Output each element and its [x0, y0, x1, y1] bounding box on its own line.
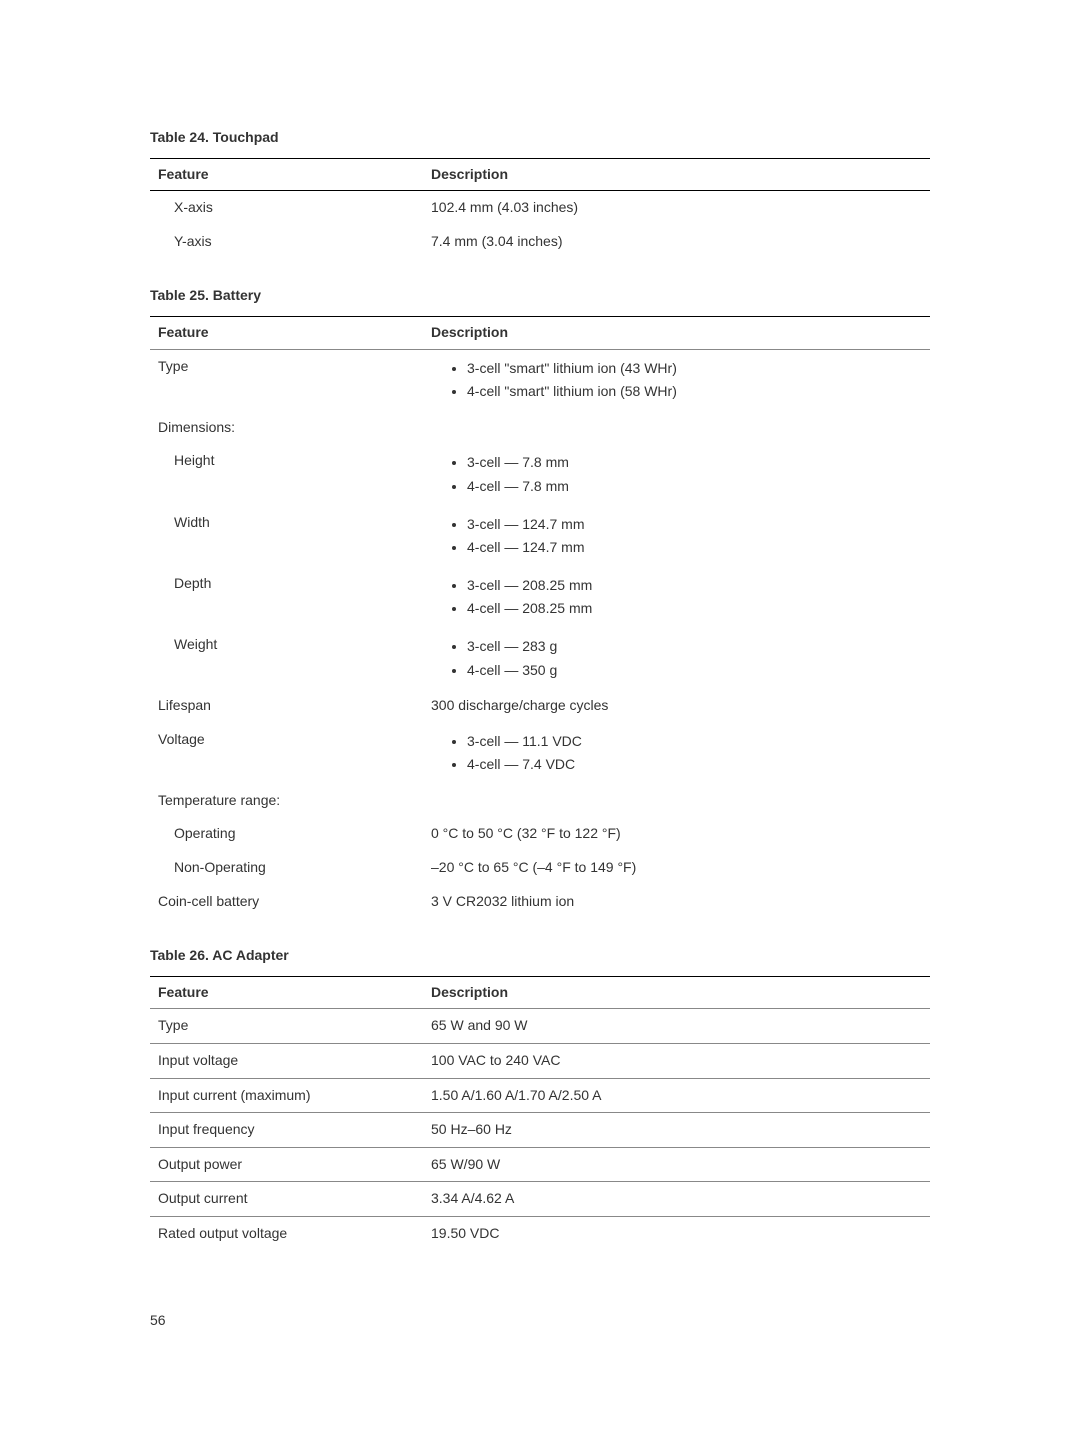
th-feature: Feature: [150, 158, 423, 191]
th-desc: Description: [423, 158, 930, 191]
table-row: Lifespan300 discharge/charge cycles: [150, 689, 930, 723]
cell-feature: Height: [150, 444, 423, 505]
table-title-adapter: Table 26. AC Adapter: [150, 946, 930, 966]
table-title-touchpad: Table 24. Touchpad: [150, 128, 930, 148]
page-number: 56: [150, 1311, 930, 1331]
cell-feature: Input current (maximum): [150, 1078, 423, 1113]
bullet-item: 4-cell — 208.25 mm: [467, 597, 922, 621]
cell-desc: [423, 784, 930, 818]
table-row: Input voltage100 VAC to 240 VAC: [150, 1044, 930, 1079]
cell-feature: X-axis: [150, 191, 423, 225]
table-row: Coin-cell battery3 V CR2032 lithium ion: [150, 885, 930, 919]
cell-desc: 0 °C to 50 °C (32 °F to 122 °F): [423, 817, 930, 851]
bullet-item: 3-cell — 7.8 mm: [467, 451, 922, 475]
bullet-item: 4-cell — 350 g: [467, 659, 922, 683]
bullet-list: 3-cell "smart" lithium ion (43 WHr)4-cel…: [431, 357, 922, 404]
cell-feature: Depth: [150, 567, 423, 628]
cell-desc: 65 W/90 W: [423, 1147, 930, 1182]
table-row: Height3-cell — 7.8 mm4-cell — 7.8 mm: [150, 444, 930, 505]
cell-desc: 3-cell — 283 g4-cell — 350 g: [423, 628, 930, 689]
cell-feature: Weight: [150, 628, 423, 689]
table-row: Rated output voltage19.50 VDC: [150, 1217, 930, 1251]
bullet-item: 4-cell — 7.4 VDC: [467, 753, 922, 777]
th-feature: Feature: [150, 976, 423, 1009]
cell-desc: 7.4 mm (3.04 inches): [423, 225, 930, 259]
cell-desc: [423, 411, 930, 445]
table-row: Input frequency50 Hz–60 Hz: [150, 1113, 930, 1148]
table-row: Type3-cell "smart" lithium ion (43 WHr)4…: [150, 349, 930, 411]
table-row: X-axis102.4 mm (4.03 inches): [150, 191, 930, 225]
table-row: Operating0 °C to 50 °C (32 °F to 122 °F): [150, 817, 930, 851]
table-row: Output power65 W/90 W: [150, 1147, 930, 1182]
cell-desc: 3.34 A/4.62 A: [423, 1182, 930, 1217]
bullet-item: 4-cell — 7.8 mm: [467, 475, 922, 499]
cell-desc: 3 V CR2032 lithium ion: [423, 885, 930, 919]
table-row: Output current3.34 A/4.62 A: [150, 1182, 930, 1217]
cell-desc: 3-cell — 208.25 mm4-cell — 208.25 mm: [423, 567, 930, 628]
bullet-item: 4-cell — 124.7 mm: [467, 536, 922, 560]
cell-desc: 3-cell — 11.1 VDC4-cell — 7.4 VDC: [423, 723, 930, 784]
cell-desc: 3-cell "smart" lithium ion (43 WHr)4-cel…: [423, 349, 930, 411]
table-row: Voltage3-cell — 11.1 VDC4-cell — 7.4 VDC: [150, 723, 930, 784]
cell-desc: 19.50 VDC: [423, 1217, 930, 1251]
table-row: Depth3-cell — 208.25 mm4-cell — 208.25 m…: [150, 567, 930, 628]
table-battery: Feature Description Type3-cell "smart" l…: [150, 316, 930, 918]
cell-desc: 50 Hz–60 Hz: [423, 1113, 930, 1148]
table-adapter: Feature Description Type65 W and 90 WInp…: [150, 976, 930, 1251]
cell-feature: Input frequency: [150, 1113, 423, 1148]
cell-feature: Input voltage: [150, 1044, 423, 1079]
cell-desc: 102.4 mm (4.03 inches): [423, 191, 930, 225]
cell-desc: 1.50 A/1.60 A/1.70 A/2.50 A: [423, 1078, 930, 1113]
cell-desc: 3-cell — 124.7 mm4-cell — 124.7 mm: [423, 506, 930, 567]
table-touchpad: Feature Description X-axis102.4 mm (4.03…: [150, 158, 930, 259]
cell-feature: Rated output voltage: [150, 1217, 423, 1251]
table-row: Temperature range:: [150, 784, 930, 818]
table-title-battery: Table 25. Battery: [150, 286, 930, 306]
cell-feature: Type: [150, 349, 423, 411]
table-row: Input current (maximum)1.50 A/1.60 A/1.7…: [150, 1078, 930, 1113]
cell-desc: 3-cell — 7.8 mm4-cell — 7.8 mm: [423, 444, 930, 505]
table-row: Width3-cell — 124.7 mm4-cell — 124.7 mm: [150, 506, 930, 567]
table-row: Non-Operating–20 °C to 65 °C (–4 °F to 1…: [150, 851, 930, 885]
table-row: Type65 W and 90 W: [150, 1009, 930, 1044]
bullet-item: 3-cell — 283 g: [467, 635, 922, 659]
cell-feature: Type: [150, 1009, 423, 1044]
bullet-list: 3-cell — 283 g4-cell — 350 g: [431, 635, 922, 682]
bullet-list: 3-cell — 208.25 mm4-cell — 208.25 mm: [431, 574, 922, 621]
cell-feature: Output current: [150, 1182, 423, 1217]
bullet-list: 3-cell — 7.8 mm4-cell — 7.8 mm: [431, 451, 922, 498]
cell-feature: Lifespan: [150, 689, 423, 723]
bullet-item: 3-cell "smart" lithium ion (43 WHr): [467, 357, 922, 381]
bullet-item: 3-cell — 208.25 mm: [467, 574, 922, 598]
cell-feature: Voltage: [150, 723, 423, 784]
table-row: Weight3-cell — 283 g4-cell — 350 g: [150, 628, 930, 689]
cell-desc: 300 discharge/charge cycles: [423, 689, 930, 723]
table-row: Dimensions:: [150, 411, 930, 445]
bullet-list: 3-cell — 124.7 mm4-cell — 124.7 mm: [431, 513, 922, 560]
cell-feature: Operating: [150, 817, 423, 851]
cell-feature: Output power: [150, 1147, 423, 1182]
th-desc: Description: [423, 316, 930, 349]
cell-desc: 65 W and 90 W: [423, 1009, 930, 1044]
table-row: Y-axis7.4 mm (3.04 inches): [150, 225, 930, 259]
bullet-item: 3-cell — 11.1 VDC: [467, 730, 922, 754]
th-desc: Description: [423, 976, 930, 1009]
bullet-item: 3-cell — 124.7 mm: [467, 513, 922, 537]
cell-desc: 100 VAC to 240 VAC: [423, 1044, 930, 1079]
cell-feature: Y-axis: [150, 225, 423, 259]
bullet-item: 4-cell "smart" lithium ion (58 WHr): [467, 380, 922, 404]
cell-feature: Coin-cell battery: [150, 885, 423, 919]
bullet-list: 3-cell — 11.1 VDC4-cell — 7.4 VDC: [431, 730, 922, 777]
cell-feature: Width: [150, 506, 423, 567]
cell-desc: –20 °C to 65 °C (–4 °F to 149 °F): [423, 851, 930, 885]
cell-feature: Dimensions:: [150, 411, 423, 445]
th-feature: Feature: [150, 316, 423, 349]
cell-feature: Non-Operating: [150, 851, 423, 885]
cell-feature: Temperature range:: [150, 784, 423, 818]
